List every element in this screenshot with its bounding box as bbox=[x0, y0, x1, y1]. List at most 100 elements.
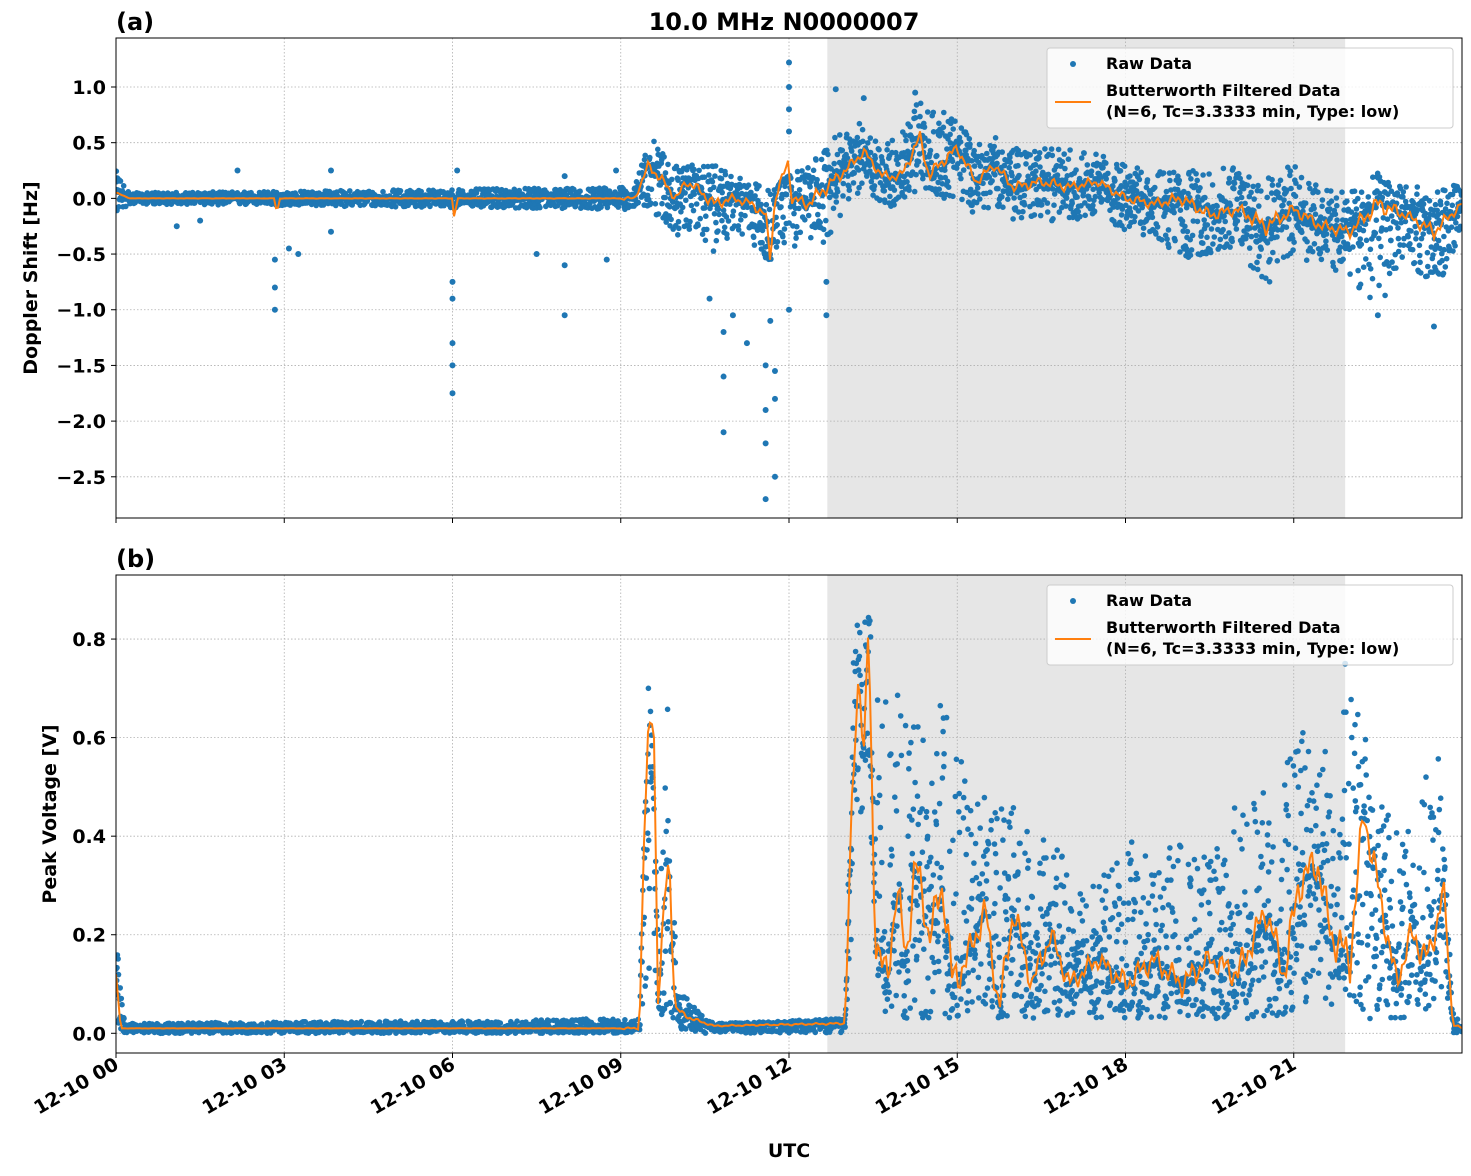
raw-data-point bbox=[991, 144, 997, 150]
raw-data-point bbox=[1304, 257, 1310, 263]
raw-data-point bbox=[1022, 193, 1028, 199]
raw-data-point bbox=[975, 185, 981, 191]
raw-data-point bbox=[744, 340, 750, 346]
raw-data-point bbox=[821, 239, 827, 245]
raw-data-point bbox=[1396, 249, 1402, 255]
raw-data-point bbox=[450, 296, 456, 302]
raw-data-point bbox=[1291, 239, 1297, 245]
raw-data-point bbox=[1267, 279, 1273, 285]
raw-data-point bbox=[1079, 155, 1085, 161]
raw-data-point bbox=[1000, 204, 1006, 210]
y-tick-label: 0.8 bbox=[72, 629, 106, 651]
raw-data-point bbox=[272, 307, 278, 313]
raw-data-point bbox=[1105, 171, 1111, 177]
raw-data-point bbox=[1334, 217, 1340, 223]
raw-data-point bbox=[1022, 202, 1028, 208]
raw-data-point bbox=[649, 187, 655, 193]
raw-data-point bbox=[917, 114, 923, 120]
raw-data-point bbox=[676, 226, 682, 232]
raw-data-point bbox=[726, 218, 732, 224]
raw-data-point bbox=[1074, 194, 1080, 200]
raw-data-point bbox=[1413, 236, 1419, 242]
raw-data-point bbox=[697, 216, 703, 222]
raw-data-point bbox=[1306, 181, 1312, 187]
raw-data-point bbox=[1304, 239, 1310, 245]
raw-data-point bbox=[1016, 173, 1022, 179]
raw-data-point bbox=[1368, 247, 1374, 253]
raw-data-point bbox=[786, 60, 792, 66]
raw-data-point bbox=[786, 307, 792, 313]
raw-data-point bbox=[562, 262, 568, 268]
y-tick-label: 0.2 bbox=[72, 925, 106, 947]
raw-data-point bbox=[711, 185, 717, 191]
raw-data-point bbox=[1023, 161, 1029, 167]
raw-data-point bbox=[706, 172, 712, 178]
raw-data-point bbox=[767, 318, 773, 324]
raw-data-point bbox=[1218, 237, 1224, 243]
raw-data-point bbox=[1178, 207, 1184, 213]
raw-data-point bbox=[1333, 211, 1339, 217]
raw-data-point bbox=[840, 193, 846, 199]
raw-data-point bbox=[1258, 246, 1264, 252]
raw-data-point bbox=[1280, 203, 1286, 209]
raw-data-point bbox=[1245, 183, 1251, 189]
raw-data-point bbox=[931, 110, 937, 116]
raw-data-point bbox=[819, 157, 825, 163]
raw-data-point bbox=[1353, 212, 1359, 218]
raw-data-point bbox=[1232, 180, 1238, 186]
raw-data-point bbox=[1299, 230, 1305, 236]
raw-data-point bbox=[450, 362, 456, 368]
raw-data-point bbox=[562, 312, 568, 318]
raw-data-point bbox=[820, 204, 826, 210]
raw-data-point bbox=[1293, 193, 1299, 199]
raw-data-point bbox=[721, 374, 727, 380]
raw-data-point bbox=[1373, 230, 1379, 236]
raw-data-point bbox=[1137, 177, 1143, 183]
raw-data-point bbox=[707, 296, 713, 302]
raw-data-point bbox=[1438, 202, 1444, 208]
raw-data-point bbox=[851, 180, 857, 186]
raw-data-point bbox=[694, 201, 700, 207]
raw-data-point bbox=[1459, 192, 1465, 198]
legend-entry: Butterworth Filtered Data bbox=[1106, 81, 1341, 100]
raw-data-point bbox=[1288, 186, 1294, 192]
raw-data-point bbox=[1425, 250, 1431, 256]
raw-data-point bbox=[1357, 236, 1363, 242]
raw-data-point bbox=[731, 208, 737, 214]
raw-data-point bbox=[1387, 271, 1393, 277]
raw-data-point bbox=[1061, 151, 1067, 157]
y-tick-label: 1.0 bbox=[72, 77, 106, 99]
raw-data-point bbox=[121, 1016, 127, 1022]
raw-data-point bbox=[985, 205, 991, 211]
raw-data-point bbox=[1236, 171, 1242, 177]
raw-data-point bbox=[1389, 259, 1395, 265]
raw-data-point bbox=[1336, 249, 1342, 255]
raw-data-point bbox=[865, 140, 871, 146]
raw-data-point bbox=[1229, 239, 1235, 245]
raw-data-point bbox=[1045, 209, 1051, 215]
raw-data-point bbox=[691, 208, 697, 214]
raw-data-point bbox=[1453, 220, 1459, 226]
raw-data-point bbox=[995, 186, 1001, 192]
raw-data-point bbox=[1185, 229, 1191, 235]
raw-data-point bbox=[696, 168, 702, 174]
raw-data-point bbox=[1200, 172, 1206, 178]
raw-data-point bbox=[746, 182, 752, 188]
raw-data-point bbox=[687, 226, 693, 232]
raw-data-point bbox=[758, 202, 764, 208]
raw-data-point bbox=[661, 154, 667, 160]
raw-data-point bbox=[1033, 168, 1039, 174]
raw-data-point bbox=[1376, 236, 1382, 242]
raw-data-point bbox=[1222, 219, 1228, 225]
raw-data-point bbox=[892, 187, 898, 193]
raw-data-point bbox=[958, 139, 964, 145]
raw-data-point bbox=[1366, 194, 1372, 200]
raw-data-point bbox=[772, 396, 778, 402]
raw-data-point bbox=[763, 440, 769, 446]
raw-data-point bbox=[1281, 197, 1287, 203]
raw-data-point bbox=[977, 142, 983, 148]
raw-data-point bbox=[1318, 250, 1324, 256]
raw-data-point bbox=[1226, 230, 1232, 236]
raw-data-point bbox=[1060, 159, 1066, 165]
